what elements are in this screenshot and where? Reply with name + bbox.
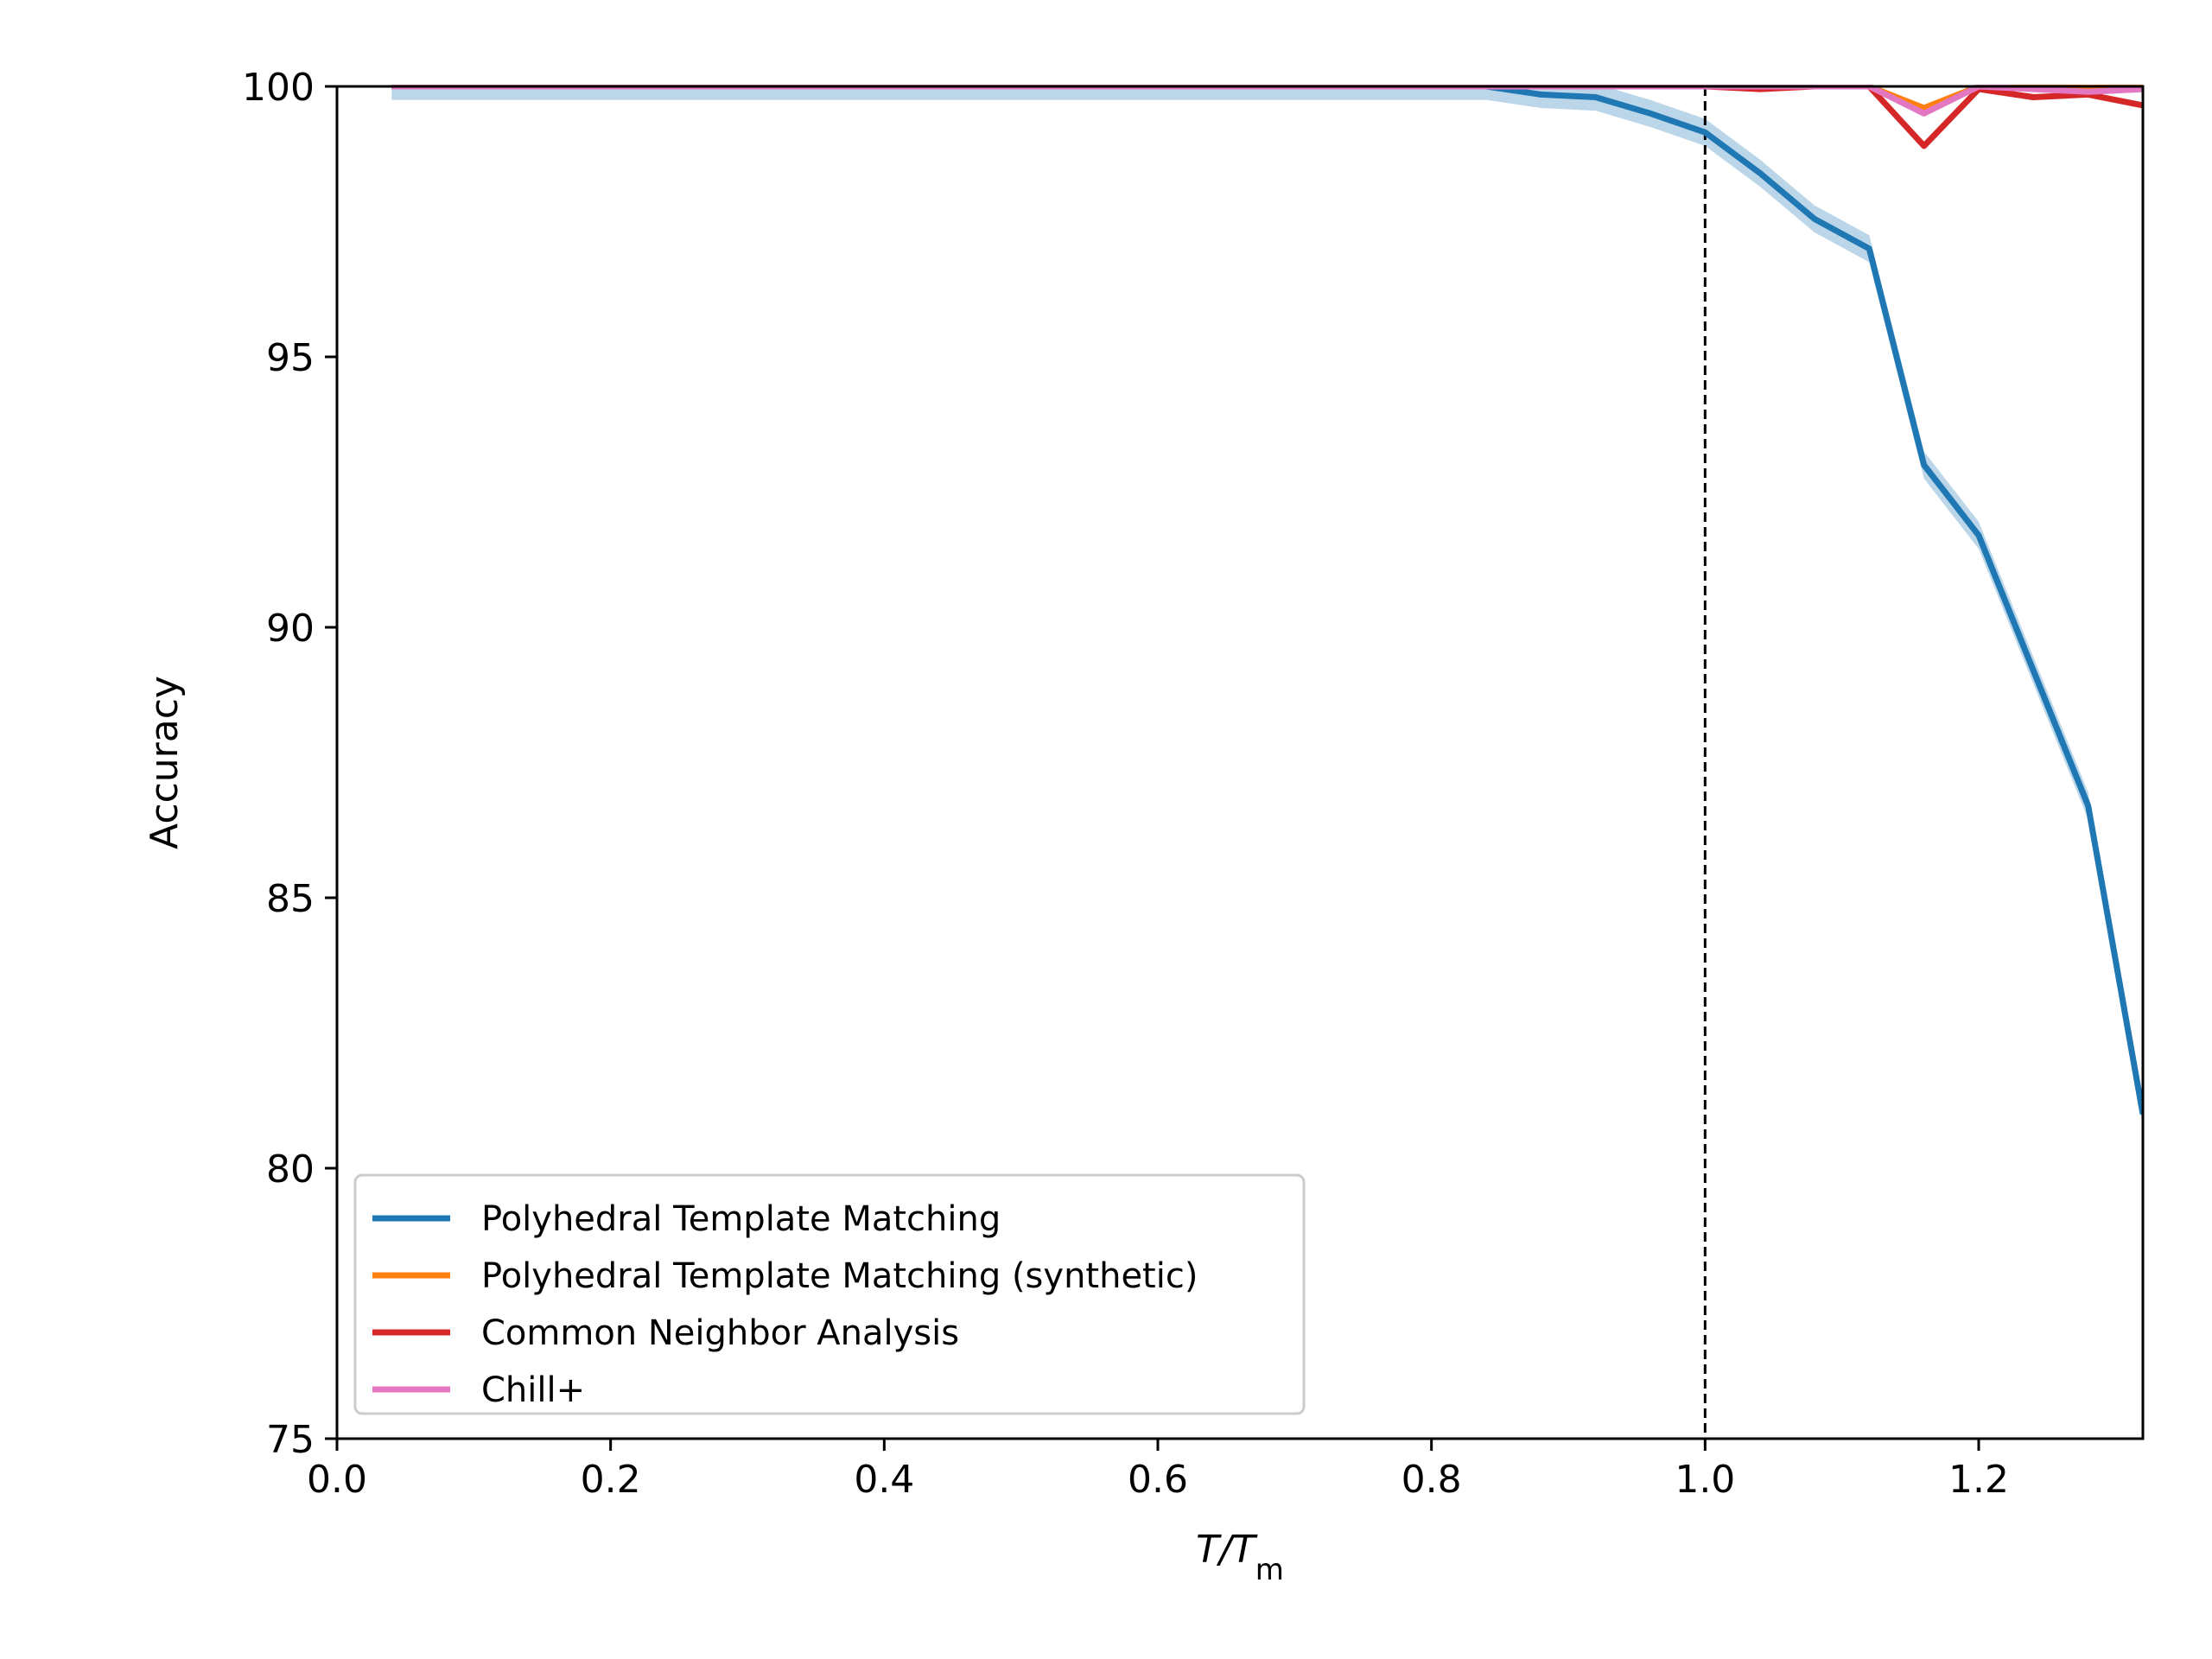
y-tick-label: 95 [266, 336, 315, 380]
x-tick-label: 1.0 [1675, 1458, 1735, 1502]
x-axis-label: T/Tm [1196, 1528, 1284, 1587]
y-tick-label: 80 [266, 1147, 315, 1192]
x-tick-label: 0.4 [854, 1458, 914, 1502]
legend-entry-3: Chill+ [481, 1370, 585, 1410]
legend-box [353, 1173, 1306, 1415]
y-tick-label: 75 [266, 1418, 315, 1462]
y-tick-label: 90 [266, 607, 315, 651]
x-axis-label-main: T/T [1196, 1528, 1258, 1572]
y-tick-label: 85 [266, 877, 315, 921]
axes-frame [335, 85, 2145, 1440]
y-tick-label: 100 [242, 66, 315, 110]
x-tick-label: 0.8 [1402, 1458, 1462, 1502]
x-tick-label: 0.0 [307, 1458, 367, 1502]
x-tick-label: 0.6 [1128, 1458, 1188, 1502]
x-tick-label: 0.2 [581, 1458, 641, 1502]
y-axis-label: Accuracy [143, 676, 187, 849]
legend-entry-0: Polyhedral Template Matching [481, 1199, 1001, 1239]
legend-entry-2: Common Neighbor Analysis [481, 1313, 959, 1353]
axis-ticks: 0.0 0.2 0.4 0.6 0.8 1.0 1.2 75 80 85 90 95 100 [242, 66, 2009, 1502]
legend: Polyhedral Template Matching Polyhedral T… [353, 1173, 1306, 1415]
legend-entry-1: Polyhedral Template Matching (synthetic) [481, 1256, 1198, 1296]
x-axis-label-subscript: m [1255, 1553, 1284, 1587]
x-tick-label: 1.2 [1948, 1458, 2009, 1502]
